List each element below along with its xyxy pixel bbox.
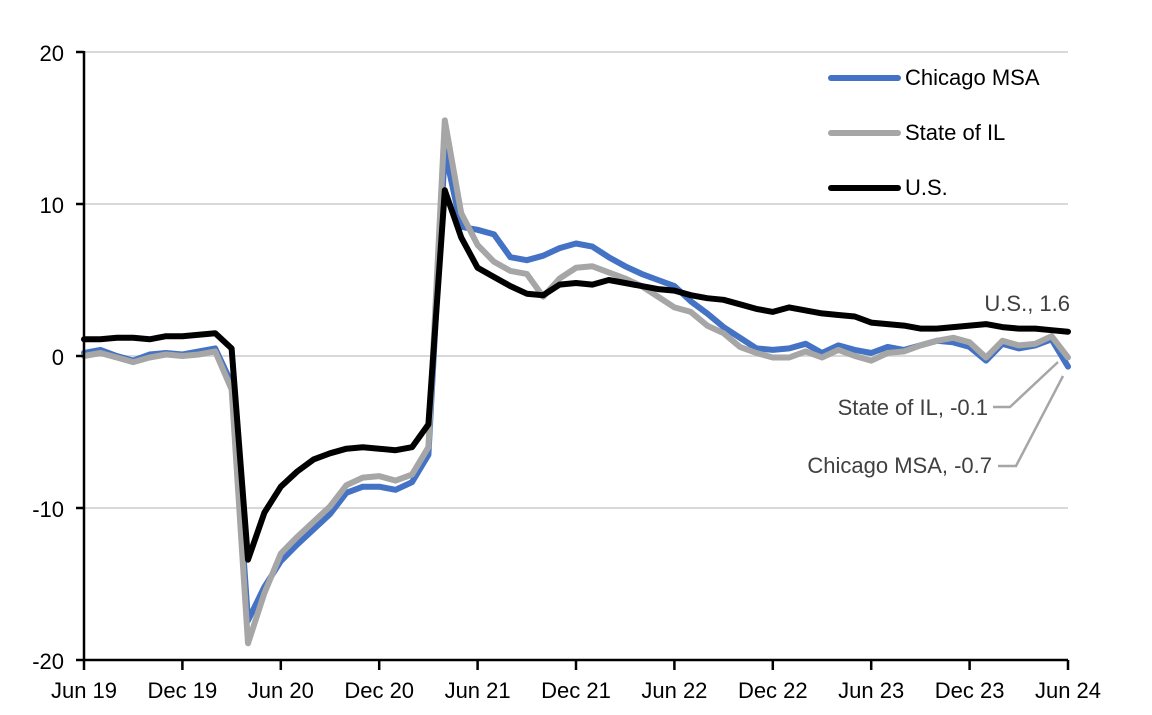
legend-swatch-state-of-il [828,129,901,136]
legend-swatch-us [828,184,901,191]
y-tick-label: -10 [32,497,64,522]
y-tick-label: -20 [32,649,64,674]
leader-line-chicago [998,375,1065,468]
leader-line-il [993,361,1059,409]
y-tick-label: 0 [52,345,64,370]
legend-item-us: U.S. [828,160,1040,215]
series-line-state-of-il [81,117,1071,647]
x-tick-label: Jun 22 [641,678,707,703]
annotation-state-of-il: State of IL, -0.1 [837,395,988,420]
x-tick-label: Dec 21 [541,678,611,703]
legend-label-chicago-msa: Chicago MSA [905,64,1040,90]
legend-label-state-of-il: State of IL [905,119,1006,145]
x-tick-label: Jun 24 [1035,678,1101,703]
annotation-us: U.S., 1.6 [984,291,1070,316]
series-line-u-s [81,187,1071,563]
x-tick-label: Jun 23 [838,678,904,703]
x-tick-label: Dec 22 [738,678,808,703]
x-tick-label: Dec 23 [935,678,1005,703]
annotation-chicago-msa: Chicago MSA, -0.7 [807,453,992,478]
x-tick-label: Jun 19 [51,678,117,703]
legend-item-state-of-il: State of IL [828,105,1040,160]
x-tick-label: Jun 20 [248,678,314,703]
x-tick-label: Dec 19 [148,678,218,703]
x-tick-label: Dec 20 [344,678,414,703]
legend-item-chicago-msa: Chicago MSA [828,50,1040,105]
y-tick-label: 10 [40,193,64,218]
legend-label-us: U.S. [905,174,948,200]
legend-swatch-chicago-msa [828,74,901,81]
x-tick-label: Jun 21 [445,678,511,703]
legend: Chicago MSA State of IL U.S. [828,50,1040,215]
y-tick-label: 20 [40,41,64,66]
